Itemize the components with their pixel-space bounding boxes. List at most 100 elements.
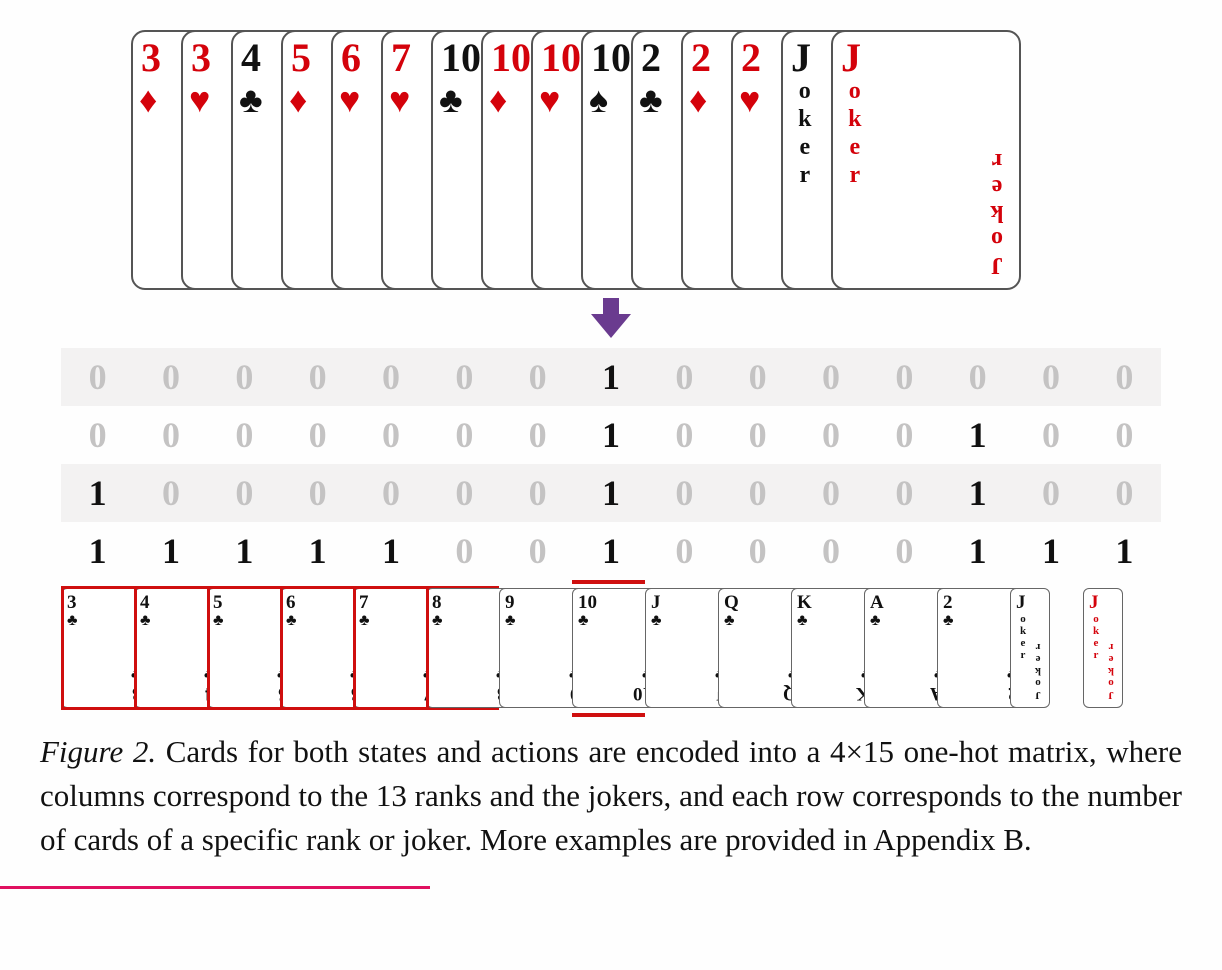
matrix-cell: 0 (281, 356, 354, 398)
matrix-cell: 0 (648, 356, 721, 398)
club-icon: ♣ (213, 613, 224, 629)
card-rank: 2 (741, 38, 761, 78)
highlight-divider (134, 586, 137, 710)
arrow-down-icon (591, 298, 631, 338)
club-icon: ♣ (870, 613, 881, 629)
card-rank: J (841, 38, 861, 78)
club-icon: ♣ (239, 82, 263, 118)
matrix-cell: 0 (134, 414, 207, 456)
matrix-cell: 0 (208, 414, 281, 456)
legend-rank: Q (724, 593, 739, 612)
matrix-cell: 0 (61, 414, 134, 456)
matrix-cell: 0 (281, 414, 354, 456)
legend-rank: K (797, 593, 812, 612)
annotation-underline (0, 886, 430, 889)
playing-card: Joker Joker (831, 30, 1021, 290)
rank-legend: 3♣3♣4♣4♣5♣5♣6♣6♣7♣7♣8♣8♣9♣9♣10♣10♣J♣J♣Q♣… (61, 586, 1161, 714)
legend-rank: 3 (67, 593, 77, 612)
club-icon: ♣ (286, 613, 297, 629)
matrix-cell: 0 (354, 414, 427, 456)
card-rank: 10 (491, 38, 531, 78)
matrix-cell: 0 (1088, 414, 1161, 456)
card-rank: 4 (241, 38, 261, 78)
card-rank: 3 (191, 38, 211, 78)
matrix-cell: 0 (794, 414, 867, 456)
matrix-cell: 1 (574, 472, 647, 514)
matrix-cell: 1 (941, 530, 1014, 572)
club-icon: ♣ (67, 613, 78, 629)
matrix-cell: 0 (648, 414, 721, 456)
matrix-cell: 0 (354, 356, 427, 398)
joker-label: oker (843, 78, 866, 190)
matrix-cell: 0 (868, 472, 941, 514)
legend-rank: 10 (578, 593, 597, 612)
heart-icon: ♥ (189, 82, 210, 118)
joker-label: oker (1090, 613, 1102, 661)
ten-column-underline-top (572, 580, 645, 584)
figure-caption: Figure 2. Cards for both states and acti… (40, 730, 1182, 862)
legend-rank: 8 (432, 593, 442, 612)
matrix-cell: 0 (794, 530, 867, 572)
diamond-icon: ♦ (289, 82, 307, 118)
matrix-cell: 0 (428, 472, 501, 514)
joker-label-bottom: Joker (1032, 641, 1044, 701)
club-icon: ♣ (651, 613, 662, 629)
card-rank: 5 (291, 38, 311, 78)
card-rank: 2 (691, 38, 711, 78)
matrix-cell: 0 (941, 356, 1014, 398)
matrix-cell: 0 (354, 472, 427, 514)
card-rank: 10 (441, 38, 481, 78)
matrix-cell: 0 (721, 472, 794, 514)
card-hand-fan: 3♦3♥4♣5♦6♥7♥10♣10♦10♥10♠2♣2♦2♥JokerJoker… (131, 30, 1091, 290)
matrix-cell: 0 (428, 356, 501, 398)
matrix-row: 100000010000100 (61, 464, 1161, 522)
ten-column-underline-bottom (572, 713, 645, 717)
matrix-cell: 0 (428, 530, 501, 572)
joker-label-bottom: Joker (986, 148, 1009, 278)
club-icon: ♣ (724, 613, 735, 629)
joker-label-bottom: Joker (1105, 641, 1117, 701)
matrix-cell: 1 (1088, 530, 1161, 572)
heart-icon: ♥ (389, 82, 410, 118)
matrix-cell: 1 (1014, 530, 1087, 572)
matrix-cell: 1 (574, 530, 647, 572)
legend-rank: J (651, 593, 661, 612)
matrix-cell: 0 (1088, 472, 1161, 514)
joker-label: oker (1017, 613, 1029, 661)
legend-rank: 7 (359, 593, 369, 612)
legend-rank: 4 (140, 593, 150, 612)
matrix-cell: 0 (501, 356, 574, 398)
joker-label: oker (793, 78, 816, 190)
diamond-icon: ♦ (689, 82, 707, 118)
matrix-cell: 0 (501, 530, 574, 572)
matrix-cell: 1 (941, 414, 1014, 456)
matrix-cell: 1 (354, 530, 427, 572)
club-icon: ♣ (943, 613, 954, 629)
matrix-cell: 1 (574, 356, 647, 398)
club-icon: ♣ (140, 613, 151, 629)
club-icon: ♣ (639, 82, 663, 118)
legend-rank: 5 (213, 593, 223, 612)
matrix-cell: 1 (574, 414, 647, 456)
card-rank: 10 (541, 38, 581, 78)
matrix-cell: 0 (648, 530, 721, 572)
matrix-cell: 0 (648, 472, 721, 514)
club-icon: ♣ (797, 613, 808, 629)
matrix-cell: 0 (868, 356, 941, 398)
card-rank: J (791, 38, 811, 78)
legend-rank: 9 (505, 593, 515, 612)
matrix-cell: 0 (1088, 356, 1161, 398)
spade-icon: ♠ (589, 82, 608, 118)
matrix-cell: 0 (134, 356, 207, 398)
card-rank: 2 (641, 38, 661, 78)
legend-card: JokerJoker (1083, 588, 1123, 708)
matrix-cell: 1 (281, 530, 354, 572)
card-rank: 3 (141, 38, 161, 78)
figure-2-card-encoding: 3♦3♥4♣5♦6♥7♥10♣10♦10♥10♠2♣2♦2♥JokerJoker… (0, 0, 1222, 970)
legend-card: JokerJoker (1010, 588, 1050, 708)
matrix-cell: 1 (941, 472, 1014, 514)
card-rank: 7 (391, 38, 411, 78)
matrix-cell: 0 (281, 472, 354, 514)
matrix-cell: 0 (794, 356, 867, 398)
matrix-cell: 0 (1014, 472, 1087, 514)
